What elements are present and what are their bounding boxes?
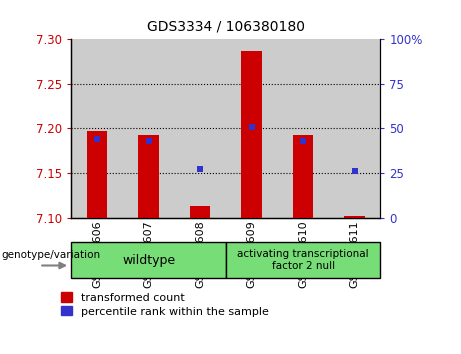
Bar <box>278 39 329 218</box>
Bar <box>174 39 226 218</box>
Bar <box>293 136 313 218</box>
Bar <box>226 39 278 218</box>
Text: genotype/variation: genotype/variation <box>1 250 100 260</box>
Bar <box>71 39 123 218</box>
Text: activating transcriptional
factor 2 null: activating transcriptional factor 2 null <box>237 249 369 271</box>
Bar <box>190 206 211 218</box>
Bar <box>138 136 159 218</box>
Bar <box>226 242 380 278</box>
Bar <box>87 131 107 218</box>
Bar <box>123 39 174 218</box>
Title: GDS3334 / 106380180: GDS3334 / 106380180 <box>147 19 305 34</box>
Text: wildtype: wildtype <box>122 254 175 267</box>
Bar <box>329 39 380 218</box>
Bar <box>242 51 262 218</box>
Legend: transformed count, percentile rank within the sample: transformed count, percentile rank withi… <box>61 292 269 316</box>
Bar <box>344 216 365 218</box>
Bar <box>71 242 226 278</box>
